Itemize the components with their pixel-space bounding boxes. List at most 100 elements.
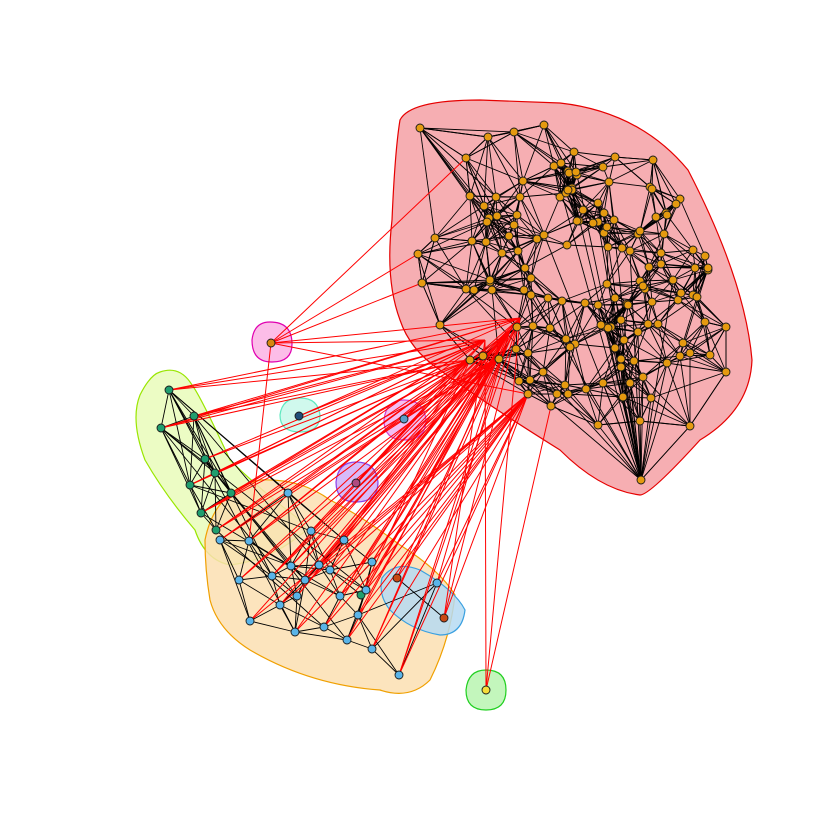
network-edge xyxy=(495,196,518,216)
network-edge xyxy=(639,230,650,268)
network-node xyxy=(244,536,254,546)
network-edge xyxy=(487,136,524,182)
network-node xyxy=(211,525,221,535)
network-edge xyxy=(543,124,555,167)
inter-community-edge xyxy=(219,357,499,541)
network-edge xyxy=(530,294,586,304)
network-edge xyxy=(603,232,639,235)
network-edge xyxy=(469,136,489,197)
network-edge xyxy=(648,266,696,269)
network-edge xyxy=(603,230,641,234)
inter-community-edge xyxy=(436,329,511,584)
network-edge xyxy=(532,325,571,348)
network-edge xyxy=(238,540,250,581)
network-node xyxy=(283,488,293,498)
network-edge xyxy=(204,458,348,641)
network-node xyxy=(413,249,423,259)
network-edge xyxy=(607,219,615,248)
network-node xyxy=(556,158,566,168)
network-node xyxy=(515,192,525,202)
network-edge xyxy=(561,300,576,345)
network-edge xyxy=(465,240,473,290)
network-edge xyxy=(613,219,641,232)
network-edge xyxy=(576,166,604,176)
network-node xyxy=(616,362,626,372)
network-node xyxy=(610,293,620,303)
network-node xyxy=(481,685,491,695)
network-edge xyxy=(417,240,473,255)
network-edge xyxy=(614,285,644,299)
network-edge xyxy=(329,569,367,591)
network-node xyxy=(538,367,548,377)
inter-community-edge xyxy=(443,393,529,619)
network-node xyxy=(432,578,442,588)
network-node xyxy=(367,644,377,654)
network-edge xyxy=(549,327,576,345)
network-edge xyxy=(709,326,727,356)
network-node xyxy=(512,210,522,220)
network-node xyxy=(581,384,591,394)
network-edge xyxy=(524,244,568,269)
network-edge xyxy=(524,267,532,296)
network-node xyxy=(526,273,536,283)
network-edge xyxy=(650,362,668,399)
network-edge xyxy=(574,343,616,349)
network-node xyxy=(545,323,555,333)
network-edge xyxy=(623,304,629,341)
network-node xyxy=(512,322,522,332)
network-edge xyxy=(584,297,616,304)
inter-community-edge xyxy=(160,317,521,429)
network-edge xyxy=(564,346,571,386)
network-node xyxy=(635,226,645,236)
network-node xyxy=(523,389,533,399)
inter-community-edge xyxy=(484,339,487,691)
network-node xyxy=(361,585,371,595)
network-edge xyxy=(597,304,622,321)
network-edge xyxy=(543,220,580,236)
network-edge xyxy=(567,393,624,398)
network-node xyxy=(286,561,296,571)
network-edge xyxy=(584,283,608,304)
network-edge xyxy=(640,397,652,481)
network-edge xyxy=(473,241,487,291)
inter-community-edge xyxy=(485,317,521,691)
network-edge xyxy=(200,458,206,514)
network-edge xyxy=(294,626,325,633)
inter-community-edge xyxy=(249,329,511,622)
network-edge xyxy=(518,380,552,407)
network-edge xyxy=(439,289,493,326)
network-node xyxy=(523,348,533,358)
inter-community-edge xyxy=(371,329,511,650)
network-node xyxy=(351,478,361,488)
network-node xyxy=(557,296,567,306)
network-edge xyxy=(585,347,616,390)
inter-community-edge xyxy=(318,357,499,566)
network-node xyxy=(292,591,302,601)
network-node xyxy=(588,218,598,228)
inter-community-edge xyxy=(279,317,521,606)
network-edge xyxy=(508,235,538,240)
network-node xyxy=(290,627,300,637)
network-node xyxy=(636,475,646,485)
network-node xyxy=(571,167,581,177)
network-node xyxy=(675,351,685,361)
network-edge xyxy=(679,198,706,257)
network-edge xyxy=(620,366,641,422)
network-node xyxy=(721,322,731,332)
network-edge xyxy=(482,352,529,357)
inter-community-edge xyxy=(270,339,486,344)
network-edge xyxy=(515,325,534,350)
network-edge xyxy=(644,288,659,325)
network-edge xyxy=(559,162,562,198)
inter-community-edge xyxy=(294,393,529,633)
network-node xyxy=(572,216,582,226)
network-edge xyxy=(465,136,489,159)
network-node xyxy=(196,508,206,518)
network-node xyxy=(189,411,199,421)
network-node xyxy=(469,285,479,295)
network-node xyxy=(430,233,440,243)
network-node xyxy=(685,348,695,358)
network-node xyxy=(659,229,669,239)
network-edge xyxy=(606,226,641,232)
network-edge xyxy=(465,157,497,198)
